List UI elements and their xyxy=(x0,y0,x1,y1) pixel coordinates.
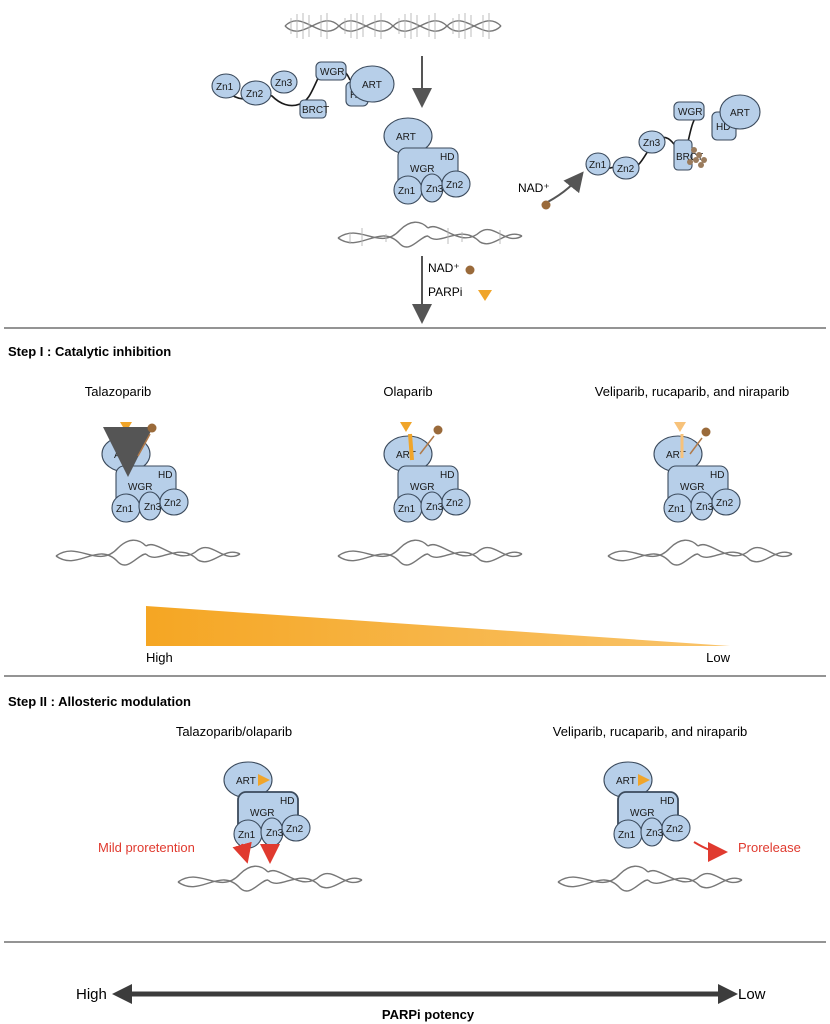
nad-label-top: NAD⁺ xyxy=(518,181,550,195)
wgr-label-released: WGR xyxy=(678,107,702,118)
hd-label-s1a: HD xyxy=(158,470,172,481)
zn2-domain xyxy=(240,80,272,106)
zn1-label-s1a: Zn1 xyxy=(116,504,134,515)
zn2-label-released: Zn2 xyxy=(617,164,635,175)
gradient-high-label: High xyxy=(146,650,173,665)
par-chains-icon xyxy=(687,147,707,168)
hd-label-released: HD xyxy=(716,122,730,133)
zn3-label-s2a: Zn3 xyxy=(266,828,284,839)
zn2-label-bound: Zn2 xyxy=(446,180,464,191)
potency-double-arrow xyxy=(112,984,738,1004)
complex-veliparib-group: ART WGR HD Zn1 Zn3 Zn2 xyxy=(653,422,741,523)
zn1-label-s1b: Zn1 xyxy=(398,504,416,515)
zn2-label: Zn2 xyxy=(246,89,264,100)
wgr-label: WGR xyxy=(320,67,344,78)
prorelease-label: Prorelease xyxy=(738,840,801,855)
zn3-label: Zn3 xyxy=(275,78,293,89)
zn1-label: Zn1 xyxy=(216,82,234,93)
hd-label-s2a: HD xyxy=(280,796,294,807)
wgr-domain xyxy=(315,61,347,81)
zn2-label-s1b: Zn2 xyxy=(446,498,464,509)
wgr-label-s2b: WGR xyxy=(630,808,654,819)
parpi-icon xyxy=(478,290,492,301)
wgr-label-bound: WGR xyxy=(410,164,434,175)
wgr-label-s1a: WGR xyxy=(128,482,152,493)
wgr-label-s1c: WGR xyxy=(680,482,704,493)
art-label-s1a: ART xyxy=(114,450,134,461)
step2-left-drug: Talazoparib/olaparib xyxy=(176,724,292,739)
art-domain xyxy=(349,65,395,103)
zn1-label-s1c: Zn1 xyxy=(668,504,686,515)
drug-label-talazoparib: Talazoparib xyxy=(85,384,152,399)
hd-label-s2b: HD xyxy=(660,796,674,807)
zn1-domain xyxy=(211,73,241,99)
art-label-s1c: ART xyxy=(666,450,686,461)
step2-right-drug: Veliparib, rucaparib, and niraparib xyxy=(553,724,747,739)
art-label-released: ART xyxy=(730,108,750,119)
wgr-label-s2a: WGR xyxy=(250,808,274,819)
zn1-label-s2b: Zn1 xyxy=(618,830,636,841)
art-label-bound: ART xyxy=(396,132,416,143)
zn3-label-s1c: Zn3 xyxy=(696,502,714,513)
zn2-label-s1a: Zn2 xyxy=(164,498,182,509)
zn1-label-released: Zn1 xyxy=(589,160,607,171)
zn1-label-s2a: Zn1 xyxy=(238,830,256,841)
complex-olaparib: ART WGR HD Zn1 Zn3 Zn2 xyxy=(383,422,471,523)
parp1-released: Zn1 Zn2 Zn3 BRCT WGR HD ART xyxy=(585,94,761,180)
hd-label-s1b: HD xyxy=(440,470,454,481)
potency-high-label: High xyxy=(76,986,107,1003)
parp1-free: Zn1 Zn2 Zn3 BRCT WGR HD ART xyxy=(211,61,395,119)
step1-title: Step I : Catalytic inhibition xyxy=(8,344,171,359)
hd-label-bound: HD xyxy=(440,152,454,163)
brct-label: BRCT xyxy=(302,105,329,116)
zn2-label-s2a: Zn2 xyxy=(286,824,304,835)
brct-label-released: BRCT xyxy=(676,152,703,163)
complex-step2-left: ART WGR HD Zn1 Zn3 Zn2 xyxy=(177,761,363,892)
zn3-label-s2b: Zn3 xyxy=(646,828,664,839)
art-label-s2b: ART xyxy=(616,776,636,787)
zn2-label-s1c: Zn2 xyxy=(716,498,734,509)
art-label-s1b: ART xyxy=(396,450,416,461)
nad-label-mid: NAD⁺ xyxy=(428,261,460,275)
nad-icon-mid xyxy=(465,265,475,275)
dna-top xyxy=(284,13,502,39)
art-label-s2a: ART xyxy=(236,776,256,787)
mild-proretention-label: Mild proretention xyxy=(98,840,195,855)
zn3-label-bound: Zn3 xyxy=(426,184,444,195)
zn2-label-s2b: Zn2 xyxy=(666,824,684,835)
wgr-label-s1b: WGR xyxy=(410,482,434,493)
zn3-domain xyxy=(270,70,298,94)
parpi-label: PARPi xyxy=(428,285,462,299)
nad-icon-top xyxy=(541,200,551,210)
zn3-label-s1a: Zn3 xyxy=(144,502,162,513)
dna-v-top xyxy=(337,221,523,248)
drug-label-veliparib-group: Veliparib, rucaparib, and niraparib xyxy=(595,384,789,399)
complex-talazoparib: ART WGR HD Zn1 Zn3 Zn2 xyxy=(101,422,189,523)
step2-title: Step II : Allosteric modulation xyxy=(8,694,191,709)
brct-domain xyxy=(299,99,327,119)
potency-low-label: Low xyxy=(738,986,766,1003)
gradient-low-label: Low xyxy=(706,650,730,665)
drug-label-olaparib: Olaparib xyxy=(383,384,432,399)
complex-step2-right: ART WGR HD Zn1 Zn3 Zn2 xyxy=(557,761,743,892)
zn3-label-released: Zn3 xyxy=(643,138,661,149)
hd-label-s1c: HD xyxy=(710,470,724,481)
potency-axis-label: PARPi potency xyxy=(382,1007,475,1022)
catalytic-inhibition-gradient xyxy=(146,606,730,646)
dna-v-step1 xyxy=(55,539,793,566)
zn3-label-s1b: Zn3 xyxy=(426,502,444,513)
art-label: ART xyxy=(362,80,382,91)
zn1-label-bound: Zn1 xyxy=(398,186,416,197)
parp1-bound-top: ART WGR HD Zn1 Zn3 Zn2 xyxy=(383,117,471,205)
